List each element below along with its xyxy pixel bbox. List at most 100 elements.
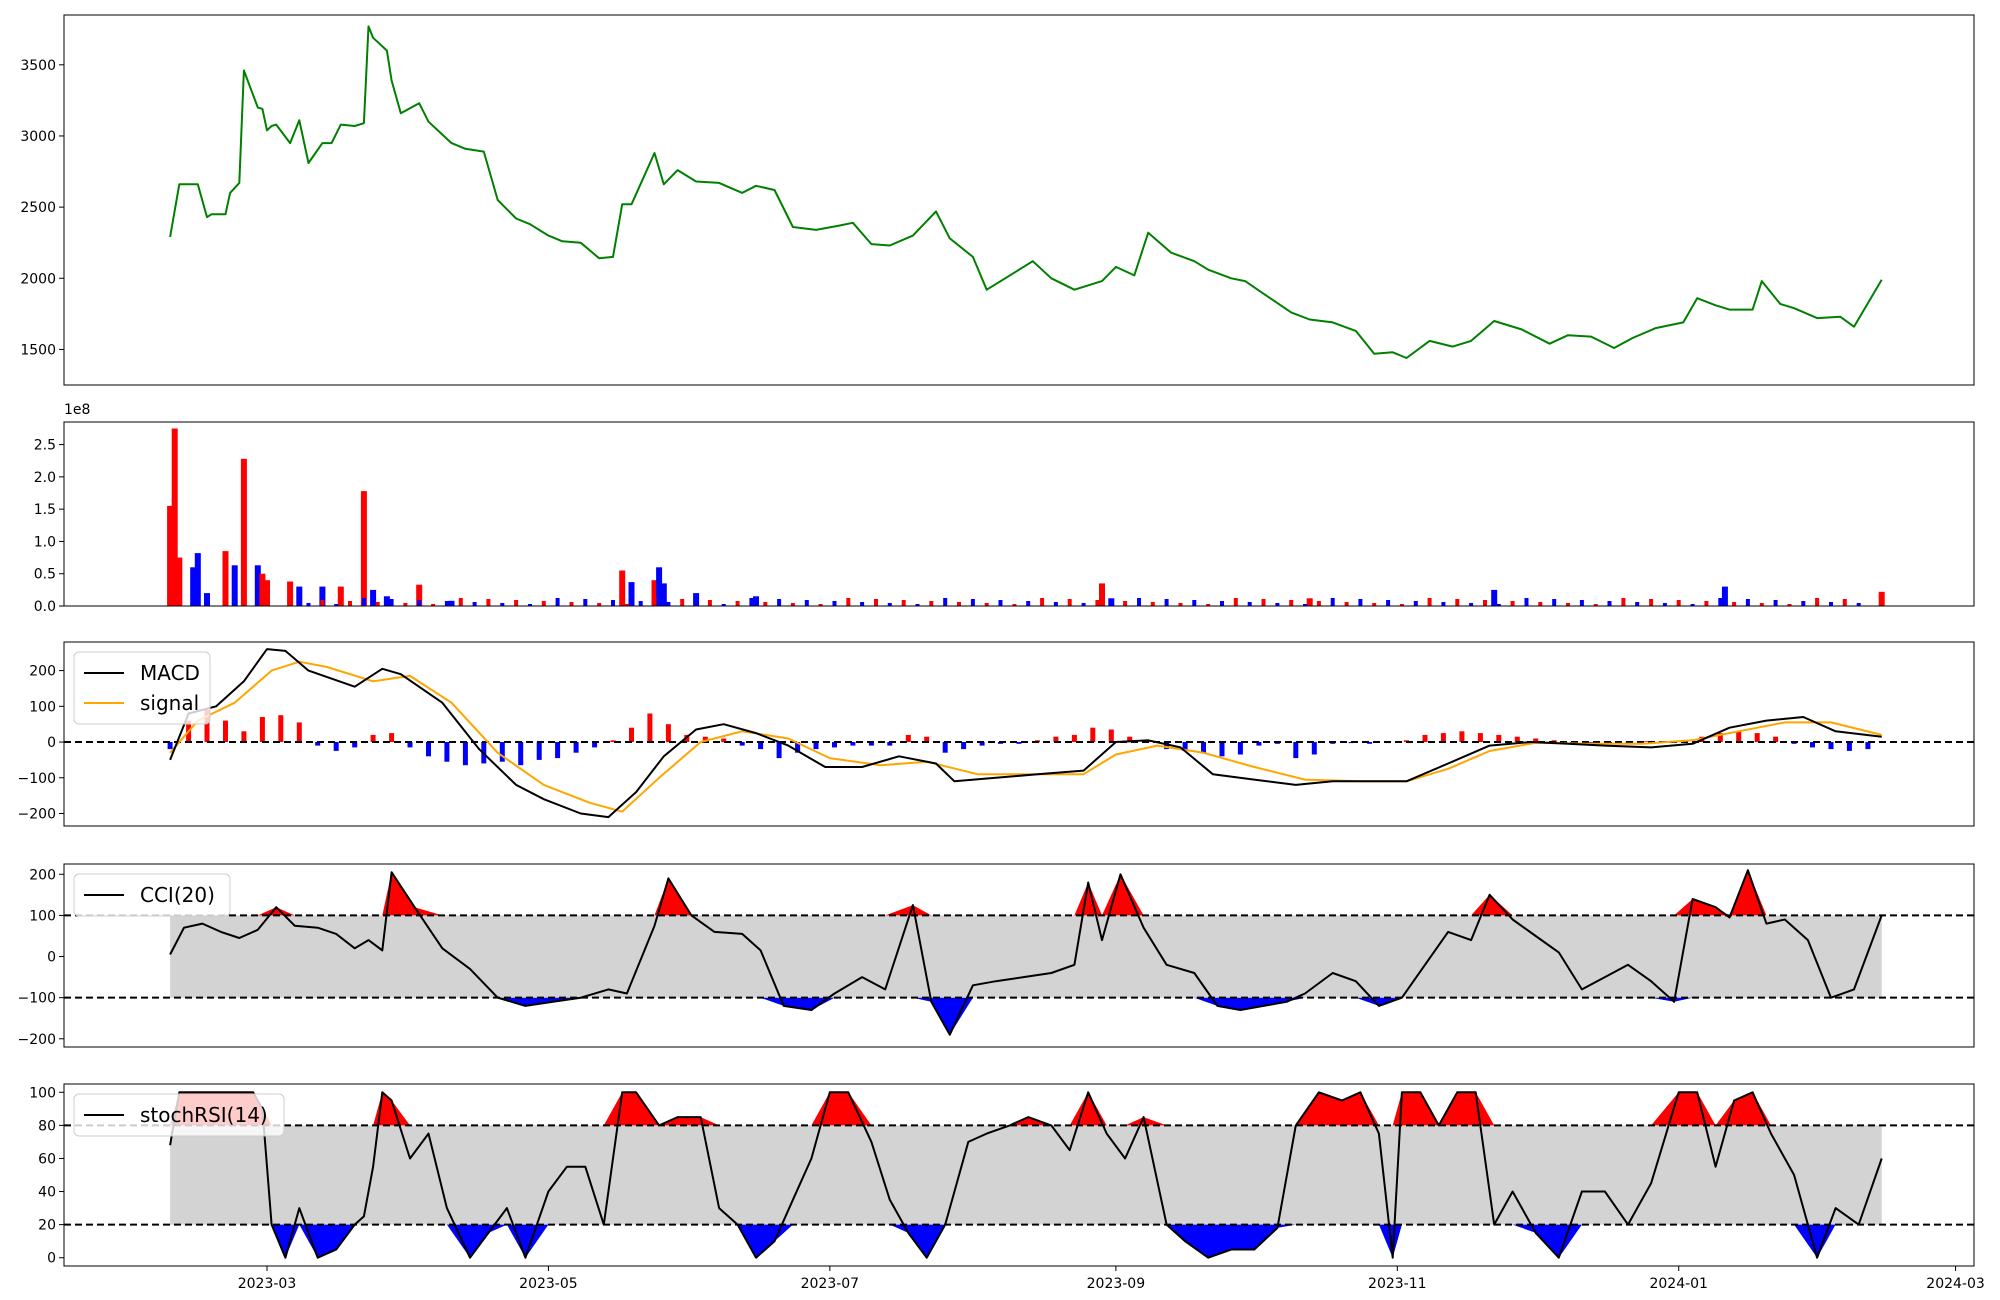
y-tick-label: −100 <box>18 991 56 1007</box>
volume-bar-small <box>1206 604 1211 606</box>
volume-bar-small <box>1247 602 1252 606</box>
volume-bar-small <box>306 603 311 606</box>
legend-box <box>73 1093 285 1137</box>
volume-bar-small <box>320 600 325 606</box>
volume-bar <box>167 505 174 606</box>
volume-bar-small <box>1815 598 1820 606</box>
plot-frame <box>63 1083 1975 1267</box>
macd-histogram-bar <box>739 742 745 746</box>
macd-histogram-bar <box>1053 736 1059 743</box>
volume-bar-small <box>735 601 740 606</box>
volume-bar-small <box>1413 601 1418 606</box>
legend-label-stochrsi: stochRSI(14) <box>140 1103 268 1127</box>
cci-oversold-fill <box>170 997 1882 1035</box>
macd-histogram-bar <box>868 742 874 746</box>
y-tick-label: 2000 <box>20 271 56 287</box>
volume-bar <box>370 589 377 606</box>
volume-bar-small <box>1829 602 1833 606</box>
volume-bar-small <box>818 604 823 606</box>
volume-bar-small <box>1303 604 1307 606</box>
volume-bar-small <box>1026 601 1031 606</box>
volume-bar-small <box>472 602 477 606</box>
macd-histogram-bar <box>499 742 505 762</box>
volume-bar-small <box>1579 600 1584 606</box>
macd-histogram-bar <box>610 740 616 743</box>
macd-histogram-bar <box>1496 734 1502 742</box>
volume-bar-small <box>458 598 463 606</box>
cci-panel: −200 −100 0 100 200 CCI(20) <box>18 863 1975 1048</box>
y-tick-label: 20 <box>38 1218 56 1234</box>
volume-bar-small <box>514 600 519 606</box>
legend-label-macd: MACD <box>140 661 200 685</box>
macd-histogram-bar <box>1256 742 1262 746</box>
macd-histogram-bar <box>315 742 321 746</box>
y-tick-label: 0.0 <box>34 599 56 615</box>
volume-bar-small <box>389 599 394 606</box>
y-tick-label: 1.0 <box>34 534 56 550</box>
stochrsi-panel: 0 20 40 60 80 100 stochRSI(14) 2023-03 2023-05 20… <box>29 1083 1985 1292</box>
volume-bar-small <box>804 600 809 606</box>
macd-histogram-bar <box>1773 736 1779 743</box>
y-tick-label: 40 <box>38 1185 56 1201</box>
macd-histogram-bar <box>721 738 727 743</box>
macd-histogram-bar <box>1311 742 1317 755</box>
macd-histogram-bar <box>647 713 653 743</box>
macd-histogram-bar <box>776 742 782 759</box>
macd-histogram-bar <box>204 709 210 743</box>
cci-overbought-fill <box>170 870 1882 916</box>
volume-bar-small <box>1745 599 1750 606</box>
volume-bar-small <box>1455 599 1460 606</box>
y-tick-label: 3500 <box>20 58 56 74</box>
macd-histogram-bar <box>702 736 708 743</box>
macd-histogram-bar <box>1477 733 1483 742</box>
macd-histogram-bar <box>1108 729 1114 742</box>
macd-histogram-bar <box>1846 742 1852 751</box>
volume-bar-small <box>1524 598 1529 606</box>
volume-bar <box>264 580 270 606</box>
volume-bar <box>619 570 626 606</box>
volume-bar <box>1306 598 1313 606</box>
volume-bar <box>656 567 663 606</box>
macd-histogram-bar <box>426 742 431 757</box>
volume-bar-small <box>984 603 989 606</box>
y-tick-label: 0 <box>47 1251 56 1267</box>
volume-bar-small <box>763 602 768 606</box>
macd-histogram-bar <box>979 742 985 746</box>
volume-panel: 0.0 0.5 1.0 1.5 2.0 2.5 1e8 <box>34 402 1975 615</box>
volume-bar-small <box>500 603 505 606</box>
x-tick-label: 2024-03 <box>1926 1276 1985 1292</box>
volume-bar <box>222 551 229 606</box>
macd-histogram-bar <box>905 734 911 742</box>
volume-bar-small <box>1621 598 1626 606</box>
volume-bar-small <box>431 604 436 606</box>
volume-bar-small <box>1137 598 1141 606</box>
macd-histogram-bar <box>1164 742 1170 750</box>
volume-bar-small <box>1053 602 1058 606</box>
macd-histogram-bar <box>389 733 395 742</box>
volume-bar-small <box>1095 600 1100 606</box>
macd-histogram-bar <box>1736 731 1742 742</box>
plot-frame <box>63 641 1975 827</box>
macd-histogram-bar <box>1533 738 1539 743</box>
volume-bar-small <box>1289 600 1294 606</box>
volume-bar <box>651 580 658 606</box>
volume-bar-small <box>1649 599 1654 606</box>
y-tick-label: 100 <box>29 699 56 715</box>
y-tick-label: 100 <box>29 908 56 924</box>
macd-histogram-bar <box>1219 742 1225 757</box>
volume-bar-small <box>777 599 782 606</box>
macd-histogram-bar <box>555 742 561 759</box>
y-tick-label: 2500 <box>20 200 56 216</box>
volume-bar <box>416 584 423 606</box>
volume-bar-small <box>1538 602 1543 606</box>
volume-bar <box>753 596 759 606</box>
volume-bar-small <box>1192 600 1197 606</box>
volume-bar-small <box>1040 598 1045 606</box>
volume-bar <box>171 428 178 606</box>
volume-bar-small <box>1469 603 1474 606</box>
volume-bar-small <box>1773 600 1778 606</box>
y-tick-label: 100 <box>29 1085 56 1101</box>
volume-bar-small <box>749 598 754 606</box>
macd-histogram-bar <box>1071 734 1077 742</box>
y-tick-label: 200 <box>29 664 56 680</box>
